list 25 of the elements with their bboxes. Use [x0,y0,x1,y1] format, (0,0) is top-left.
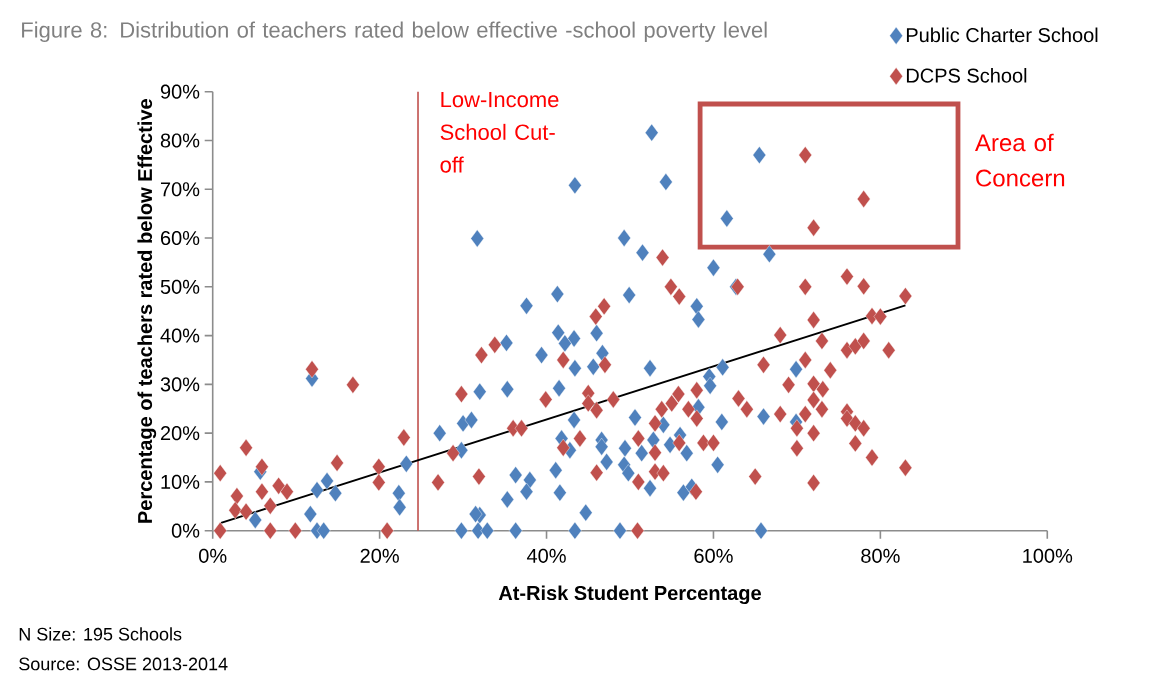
y-tick-label: 40% [160,328,200,343]
x-tick-label: 20% [360,548,399,563]
chart-title: Figure 8: Distribution of teachers rated below effective -school poverty level [22,21,767,43]
y-tick-label: 90% [160,84,200,99]
y-tick-label: 70% [160,182,200,197]
legend-label: DCPS School [906,68,1027,83]
legend-label: Public Charter School [906,27,1098,43]
ref-line-label: Low-Income School Cut-off [440,91,559,173]
y-tick-label: 50% [160,279,200,294]
x-tick-label: 0% [199,548,227,563]
source-note: Source: OSSE 2013-2014 [19,657,228,671]
x-tick-label: 60% [694,548,733,563]
y-axis-title: Percentage of teachers rated below Effective [137,99,157,523]
y-tick-label: 10% [161,474,200,489]
x-tick-label: 40% [526,548,566,563]
x-tick-label: 80% [861,548,900,563]
y-tick-label: 20% [160,426,200,441]
y-tick-label: 60% [160,230,200,246]
y-tick-label: 30% [160,377,200,392]
x-tick-label: 100% [1023,548,1073,563]
y-tick-label: 0% [171,523,200,538]
text: N Size: 195 Schools [19,627,182,641]
x-axis-title: At-Risk Student Percentage [498,585,761,605]
annotation: Area of Concern [974,133,1065,187]
y-tick-label: 80% [160,133,200,148]
